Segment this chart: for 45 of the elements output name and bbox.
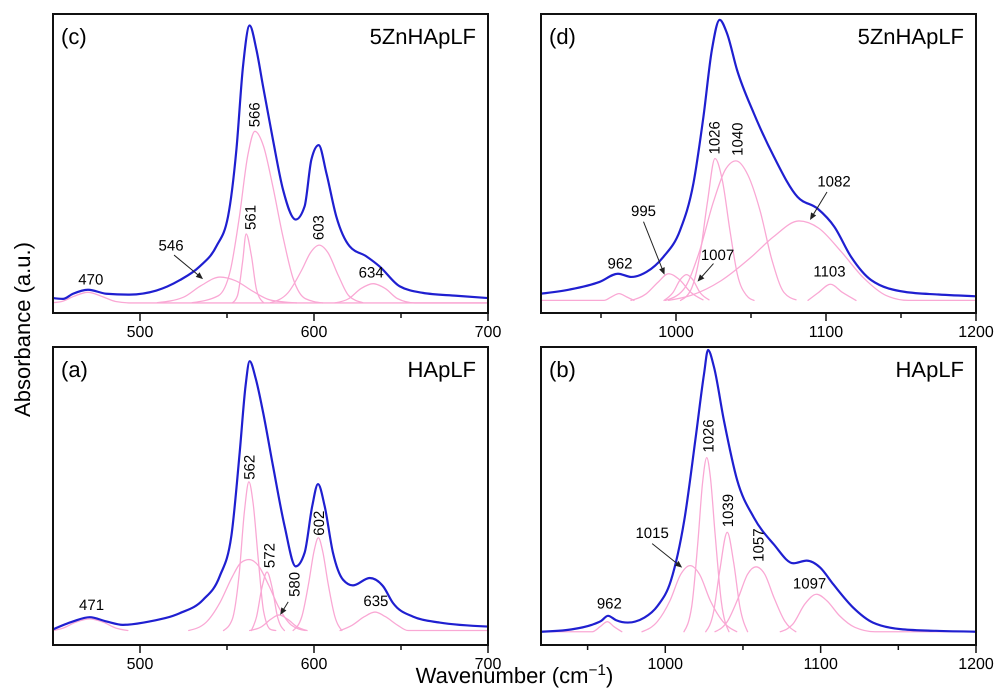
chart-title: (c) (61, 24, 87, 49)
annotation: 1057 (750, 528, 768, 562)
annotation: 562 (241, 454, 258, 480)
annotation: 1007 (700, 247, 734, 264)
annotation: 1015 (635, 525, 669, 542)
x-tick-label: 1100 (803, 656, 838, 673)
x-tick-label: 1000 (658, 324, 694, 341)
x-tick-label: 1000 (647, 656, 684, 673)
annotation: 962 (607, 256, 633, 273)
annotation: 1097 (792, 575, 826, 592)
y-axis-title: Absorbance (a.u.) (10, 242, 35, 417)
annotation: 1040 (730, 122, 746, 156)
annotation: 635 (363, 593, 388, 610)
annotation: 561 (242, 204, 260, 230)
annotation: 471 (79, 596, 104, 614)
x-tick-label: 1100 (808, 324, 844, 341)
annotation: 1039 (720, 494, 737, 528)
annotation: 1026 (706, 121, 724, 155)
x-tick-label: 600 (300, 656, 328, 673)
annotation: 602 (310, 510, 328, 536)
x-tick-label: 500 (126, 324, 154, 341)
chart-subtitle: HApLF (896, 357, 964, 382)
annotation: 572 (262, 543, 279, 568)
annotation: 1026 (700, 419, 718, 453)
x-tick-label: 500 (126, 656, 154, 673)
chart-title: (b) (549, 357, 576, 382)
annotation: 580 (286, 572, 304, 597)
annotation: 566 (246, 102, 264, 128)
chart-title: (a) (61, 357, 88, 382)
x-tick-label: 700 (474, 324, 502, 341)
chart-title: (d) (549, 24, 576, 49)
x-tick-label: 1200 (958, 656, 994, 673)
chart-subtitle: 5ZnHApLF (370, 24, 476, 49)
annotation: 546 (158, 238, 184, 255)
x-tick-label: 1200 (958, 324, 994, 341)
chart-subtitle: HApLF (408, 357, 476, 382)
annotation: 603 (310, 215, 328, 240)
x-tick-label: 600 (300, 324, 328, 341)
chart-subtitle: 5ZnHApLF (858, 24, 964, 49)
annotation: 962 (596, 596, 622, 613)
annotation: 1082 (817, 173, 851, 190)
annotation: 995 (630, 203, 656, 220)
annotation: 634 (358, 264, 384, 282)
annotation: 1103 (813, 263, 846, 280)
annotation: 470 (78, 271, 104, 288)
